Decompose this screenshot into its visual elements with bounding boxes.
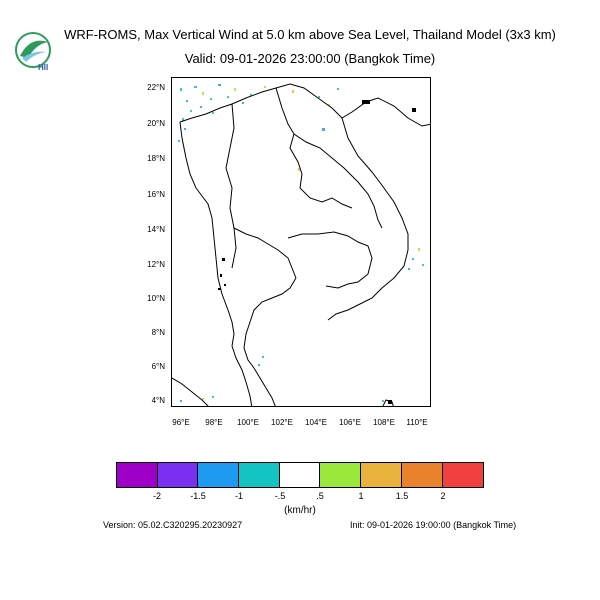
lat-label-18n: 18°N (147, 154, 165, 163)
cbar-tick: .5 (316, 491, 324, 501)
lat-label-4n: 4°N (151, 396, 165, 405)
cbar-tick: 1 (358, 491, 364, 501)
lat-label-16n: 16°N (147, 190, 165, 199)
colorbar-swatch-3 (239, 463, 280, 487)
colorbar-swatch-7 (401, 463, 443, 487)
colorbar-swatch-4 (279, 463, 321, 487)
lat-label-8n: 8°N (151, 328, 165, 337)
lat-label-20n: 20°N (147, 119, 165, 128)
lon-label-106e: 106°E (339, 418, 361, 427)
lon-label-98e: 98°E (205, 418, 223, 427)
colorbar (116, 462, 485, 488)
colorbar-swatch-0 (117, 463, 158, 487)
cbar-tick: -2 (152, 491, 161, 501)
wind-speckles (178, 84, 424, 402)
colorbar-swatch-6 (361, 463, 402, 487)
lon-label-104e: 104°E (305, 418, 327, 427)
logo-text: HII (38, 63, 48, 72)
cbar-tick: -1 (234, 491, 243, 501)
lat-label-6n: 6°N (151, 362, 165, 371)
lat-label-10n: 10°N (147, 294, 165, 303)
cbar-tick: -.5 (274, 491, 286, 501)
colorbar-unit: (km/hr) (284, 505, 316, 516)
lon-label-96e: 96°E (172, 418, 190, 427)
lat-label-12n: 12°N (147, 260, 165, 269)
cbar-tick: 2 (440, 491, 446, 501)
islands (218, 100, 416, 404)
map-title: WRF-ROMS, Max Vertical Wind at 5.0 km ab… (64, 27, 556, 42)
cbar-tick: 1.5 (395, 491, 409, 501)
init-time-text: Init: 09-01-2026 19:00:00 (Bangkok Time) (350, 520, 517, 530)
coastline-map (172, 83, 430, 406)
lat-label-14n: 14°N (147, 225, 165, 234)
colorbar-swatch-5 (320, 463, 362, 487)
lon-label-102e: 102°E (271, 418, 293, 427)
colorbar-swatch-2 (198, 463, 240, 487)
map-plot-area (171, 77, 431, 407)
cbar-tick: -1.5 (190, 491, 206, 501)
version-text: Version: 05.02.C320295.20230927 (103, 520, 243, 530)
lon-label-100e: 100°E (237, 418, 259, 427)
valid-time-subtitle: Valid: 09-01-2026 23:00:00 (Bangkok Time… (184, 51, 436, 66)
hii-logo: HII (8, 28, 58, 78)
lat-label-22n: 22°N (147, 83, 165, 92)
colorbar-swatch-1 (157, 463, 199, 487)
lon-label-108e: 108°E (373, 418, 395, 427)
lon-label-110e: 110°E (406, 418, 428, 427)
colorbar-swatch-8 (442, 463, 484, 487)
